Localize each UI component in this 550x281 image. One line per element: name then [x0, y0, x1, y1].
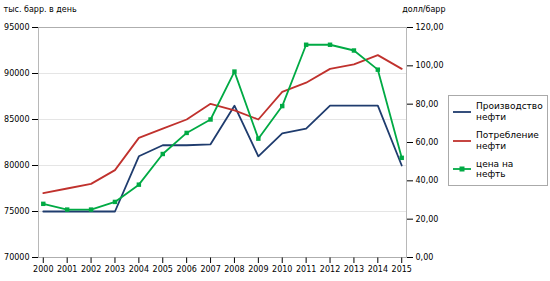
svg-text:2014: 2014: [368, 265, 388, 274]
svg-text:2007: 2007: [200, 265, 220, 274]
svg-text:100,00: 100,00: [416, 61, 444, 70]
svg-text:2004: 2004: [129, 265, 149, 274]
html-text:Производство нефти: Производство нефти: [476, 101, 543, 122]
svg-text:85000: 85000: [4, 115, 29, 124]
svg-text:80000: 80000: [4, 161, 29, 170]
svg-text:2006: 2006: [176, 265, 196, 274]
svg-text:2010: 2010: [272, 265, 292, 274]
svg-text:2000: 2000: [33, 265, 53, 274]
svg-text:60,00: 60,00: [416, 138, 439, 147]
svg-text:80,00: 80,00: [416, 99, 439, 108]
svg-text:2011: 2011: [296, 265, 316, 274]
html-text:цена на нефть: цена на нефть: [476, 158, 514, 180]
svg-text:2008: 2008: [224, 265, 244, 274]
svg-text:тыс. барр. в день: тыс. барр. в день: [4, 5, 77, 14]
svg-text:долл/барр: долл/барр: [402, 5, 445, 14]
svg-text:70000: 70000: [4, 253, 29, 262]
svg-text:20,00: 20,00: [416, 214, 439, 223]
svg-text:0,00: 0,00: [416, 253, 434, 262]
svg-text:40,00: 40,00: [416, 176, 439, 185]
svg-text:2012: 2012: [320, 265, 340, 274]
html-text:Потребление нефти: Потребление нефти: [476, 130, 539, 151]
svg-text:95000: 95000: [4, 23, 29, 32]
svg-text:2009: 2009: [248, 265, 268, 274]
svg-text:75000: 75000: [4, 207, 29, 216]
svg-text:2001: 2001: [57, 265, 77, 274]
svg-text:2015: 2015: [392, 265, 412, 274]
svg-text:120,00: 120,00: [416, 23, 444, 32]
svg-text:2002: 2002: [81, 265, 101, 274]
svg-text:90000: 90000: [4, 69, 29, 78]
svg-text:2013: 2013: [344, 265, 364, 274]
svg-text:2003: 2003: [105, 265, 125, 274]
svg-text:2005: 2005: [153, 265, 173, 274]
